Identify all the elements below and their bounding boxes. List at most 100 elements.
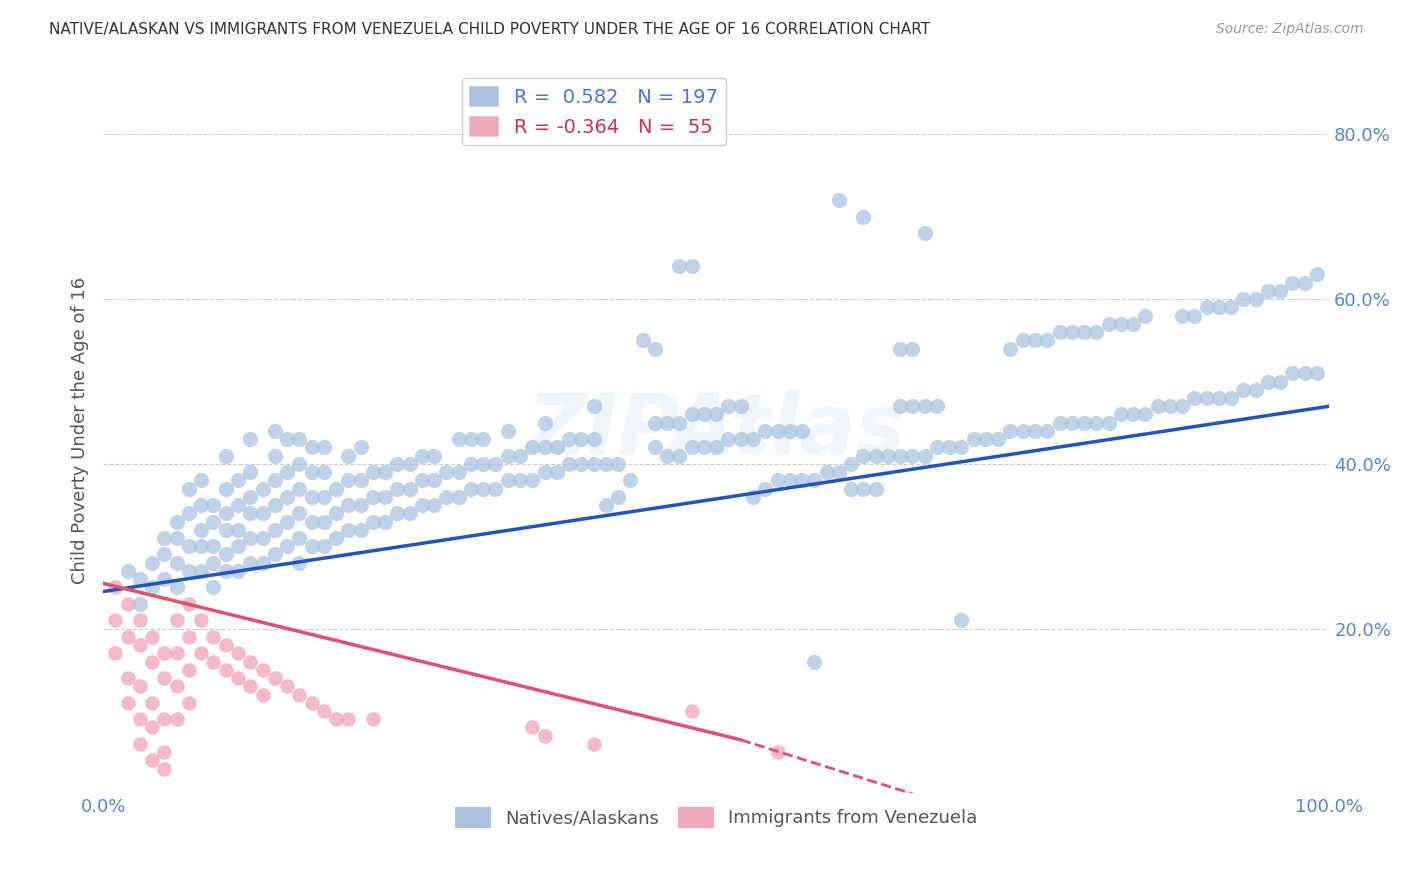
Point xyxy=(1171,309,1194,323)
Point xyxy=(129,597,152,611)
Point xyxy=(202,498,225,512)
Point xyxy=(522,441,544,455)
Point xyxy=(460,482,482,496)
Point xyxy=(312,539,335,553)
Point xyxy=(349,523,371,537)
Point xyxy=(509,474,531,488)
Point xyxy=(117,671,139,685)
Point xyxy=(301,465,323,479)
Point xyxy=(447,490,470,504)
Point xyxy=(1195,391,1218,405)
Point xyxy=(704,408,727,422)
Point xyxy=(1244,292,1267,306)
Point xyxy=(288,457,311,471)
Point xyxy=(436,465,458,479)
Point xyxy=(263,671,285,685)
Point xyxy=(839,482,862,496)
Point xyxy=(337,523,360,537)
Point xyxy=(312,441,335,455)
Point xyxy=(582,457,605,471)
Point xyxy=(1257,375,1279,389)
Point xyxy=(595,498,617,512)
Text: NATIVE/ALASKAN VS IMMIGRANTS FROM VENEZUELA CHILD POVERTY UNDER THE AGE OF 16 CO: NATIVE/ALASKAN VS IMMIGRANTS FROM VENEZU… xyxy=(49,22,931,37)
Point xyxy=(398,457,420,471)
Point xyxy=(607,490,630,504)
Point xyxy=(263,548,285,562)
Point xyxy=(1011,424,1033,438)
Point xyxy=(644,342,666,356)
Point xyxy=(361,712,384,726)
Point xyxy=(177,564,200,578)
Point xyxy=(766,474,789,488)
Point xyxy=(117,597,139,611)
Point xyxy=(166,613,188,627)
Y-axis label: Child Poverty Under the Age of 16: Child Poverty Under the Age of 16 xyxy=(72,277,89,584)
Point xyxy=(337,498,360,512)
Point xyxy=(202,556,225,570)
Point xyxy=(276,490,298,504)
Point xyxy=(337,449,360,463)
Point xyxy=(779,424,801,438)
Point xyxy=(325,482,347,496)
Point xyxy=(447,432,470,446)
Point xyxy=(288,531,311,545)
Point xyxy=(1024,424,1046,438)
Point xyxy=(1036,334,1059,348)
Legend: Natives/Alaskans, Immigrants from Venezuela: Natives/Alaskans, Immigrants from Venezu… xyxy=(449,800,984,835)
Point xyxy=(569,457,592,471)
Point xyxy=(166,679,188,693)
Point xyxy=(938,441,960,455)
Point xyxy=(117,696,139,710)
Point xyxy=(1060,416,1083,430)
Point xyxy=(387,482,409,496)
Point xyxy=(533,416,555,430)
Point xyxy=(177,597,200,611)
Point xyxy=(974,432,997,446)
Point xyxy=(1000,424,1022,438)
Point xyxy=(129,712,152,726)
Point xyxy=(215,523,238,537)
Point xyxy=(742,432,765,446)
Point xyxy=(129,572,152,586)
Point xyxy=(839,457,862,471)
Point xyxy=(411,474,433,488)
Point xyxy=(1159,399,1181,413)
Point xyxy=(1306,268,1329,282)
Point xyxy=(1195,301,1218,315)
Point xyxy=(141,721,163,735)
Point xyxy=(166,581,188,595)
Point xyxy=(889,342,911,356)
Point xyxy=(1122,408,1144,422)
Point xyxy=(1281,366,1303,380)
Point xyxy=(202,539,225,553)
Point xyxy=(963,432,986,446)
Point xyxy=(387,506,409,520)
Point xyxy=(226,564,249,578)
Point xyxy=(558,457,581,471)
Point xyxy=(276,539,298,553)
Point xyxy=(730,399,752,413)
Point xyxy=(790,474,813,488)
Point xyxy=(950,441,973,455)
Point xyxy=(815,465,838,479)
Point xyxy=(190,474,212,488)
Point xyxy=(1232,383,1254,397)
Point xyxy=(288,506,311,520)
Point xyxy=(361,515,384,529)
Point xyxy=(153,762,176,776)
Point xyxy=(668,259,690,273)
Point xyxy=(312,465,335,479)
Point xyxy=(496,474,519,488)
Point xyxy=(681,259,703,273)
Point xyxy=(1000,342,1022,356)
Text: ZIPAtlas: ZIPAtlas xyxy=(526,391,905,472)
Point xyxy=(533,441,555,455)
Point xyxy=(202,630,225,644)
Point xyxy=(1232,292,1254,306)
Point xyxy=(398,506,420,520)
Point xyxy=(141,655,163,669)
Point xyxy=(190,523,212,537)
Point xyxy=(301,696,323,710)
Point xyxy=(889,449,911,463)
Point xyxy=(252,688,274,702)
